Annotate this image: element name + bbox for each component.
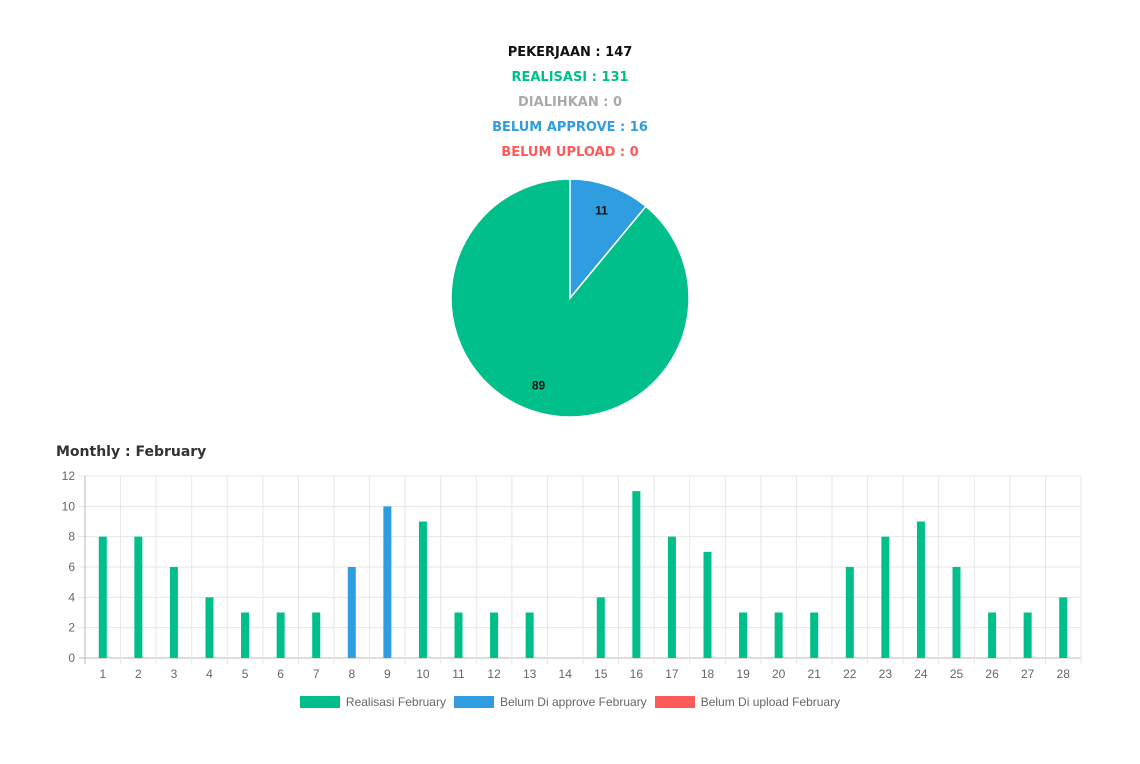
legend-label-belum-upload: Belum Di upload February <box>700 695 841 709</box>
bar-realisasi-24[interactable] <box>916 521 925 659</box>
legend-swatch-belum-approve <box>453 696 494 708</box>
x-tick-label: 1 <box>99 667 106 681</box>
x-tick-label: 17 <box>665 667 679 681</box>
legend-item-belum-approve[interactable]: Belum Di approve February <box>453 695 647 709</box>
x-tick-label: 16 <box>630 667 644 681</box>
x-tick-label: 3 <box>171 667 178 681</box>
x-tick-label: 8 <box>348 667 355 681</box>
x-tick-label: 27 <box>1021 667 1035 681</box>
x-tick-label: 23 <box>879 667 893 681</box>
legend-label-belum-approve: Belum Di approve February <box>499 695 647 709</box>
bar-realisasi-18[interactable] <box>703 551 712 658</box>
bar-realisasi-4[interactable] <box>205 597 214 658</box>
bar-realisasi-2[interactable] <box>134 536 143 658</box>
bar-realisasi-20[interactable] <box>774 612 783 659</box>
x-tick-label: 28 <box>1057 667 1071 681</box>
x-tick-label: 25 <box>950 667 964 681</box>
x-tick-label: 24 <box>914 667 928 681</box>
pie-label-0: 89 <box>532 378 546 392</box>
summary-pekerjaan: PEKERJAAN : 147 <box>507 45 633 60</box>
bar-realisasi-15[interactable] <box>596 597 605 658</box>
x-tick-label: 7 <box>313 667 320 681</box>
bar-realisasi-12[interactable] <box>490 612 499 659</box>
y-tick-label: 12 <box>62 469 76 483</box>
bar-legend: Realisasi February Belum Di approve Febr… <box>0 695 1140 709</box>
y-tick-label: 10 <box>62 499 76 513</box>
bar-realisasi-17[interactable] <box>667 536 676 658</box>
x-tick-label: 5 <box>242 667 249 681</box>
x-tick-label: 26 <box>985 667 999 681</box>
bar-belum-approve-8[interactable] <box>347 567 356 658</box>
bar-realisasi-22[interactable] <box>845 567 854 658</box>
bar-realisasi-7[interactable] <box>312 612 321 659</box>
y-tick-label: 2 <box>68 621 75 635</box>
bar-realisasi-25[interactable] <box>952 567 961 658</box>
x-tick-label: 11 <box>452 667 465 681</box>
bar-realisasi-19[interactable] <box>739 612 748 659</box>
summary-block: PEKERJAAN : 147 REALISASI : 131 DIALIHKA… <box>0 44 1140 169</box>
bar-realisasi-16[interactable] <box>632 491 641 658</box>
bar-realisasi-1[interactable] <box>98 536 107 658</box>
bar-realisasi-13[interactable] <box>525 612 534 659</box>
legend-swatch-realisasi <box>299 696 340 708</box>
bar-realisasi-11[interactable] <box>454 612 463 659</box>
summary-belum-upload: BELUM UPLOAD : 0 <box>501 145 639 160</box>
legend-item-belum-upload[interactable]: Belum Di upload February <box>654 695 841 709</box>
x-tick-label: 2 <box>135 667 142 681</box>
y-tick-label: 4 <box>68 590 75 604</box>
x-tick-label: 21 <box>808 667 822 681</box>
summary-realisasi: REALISASI : 131 <box>511 70 629 85</box>
bar-realisasi-28[interactable] <box>1059 597 1068 658</box>
x-tick-label: 20 <box>772 667 786 681</box>
bar-realisasi-27[interactable] <box>1023 612 1032 659</box>
pie-slice-1[interactable] <box>569 178 647 301</box>
x-tick-label: 15 <box>594 667 608 681</box>
bar-realisasi-3[interactable] <box>169 567 178 658</box>
y-tick-label: 0 <box>68 651 75 665</box>
summary-belum-approve: BELUM APPROVE : 16 <box>492 120 648 135</box>
x-tick-label: 19 <box>736 667 750 681</box>
x-tick-label: 4 <box>206 667 213 681</box>
y-tick-label: 6 <box>68 560 75 574</box>
y-tick-label: 8 <box>68 530 75 544</box>
summary-dialihkan: DIALIHKAN : 0 <box>518 95 622 110</box>
legend-label-realisasi: Realisasi February <box>345 695 446 709</box>
bar-realisasi-21[interactable] <box>810 612 819 659</box>
x-tick-label: 18 <box>701 667 715 681</box>
bar-realisasi-26[interactable] <box>988 612 997 659</box>
monthly-title: Monthly : February <box>56 444 207 460</box>
legend-item-realisasi[interactable]: Realisasi February <box>299 695 446 709</box>
bar-realisasi-6[interactable] <box>276 612 285 659</box>
bar-realisasi-10[interactable] <box>418 521 427 659</box>
pie-chart[interactable]: 89 11 <box>0 0 1140 430</box>
legend-swatch-belum-upload <box>654 696 695 708</box>
bar-belum-approve-9[interactable] <box>383 506 392 658</box>
x-tick-label: 10 <box>416 667 430 681</box>
x-tick-label: 9 <box>384 667 391 681</box>
x-tick-label: 12 <box>487 667 501 681</box>
x-tick-label: 13 <box>523 667 537 681</box>
pie-label-1: 11 <box>595 204 608 218</box>
x-tick-label: 6 <box>277 667 284 681</box>
x-tick-label: 14 <box>559 667 573 681</box>
bar-realisasi-23[interactable] <box>881 536 890 658</box>
bar-realisasi-5[interactable] <box>241 612 250 659</box>
x-tick-label: 22 <box>843 667 857 681</box>
